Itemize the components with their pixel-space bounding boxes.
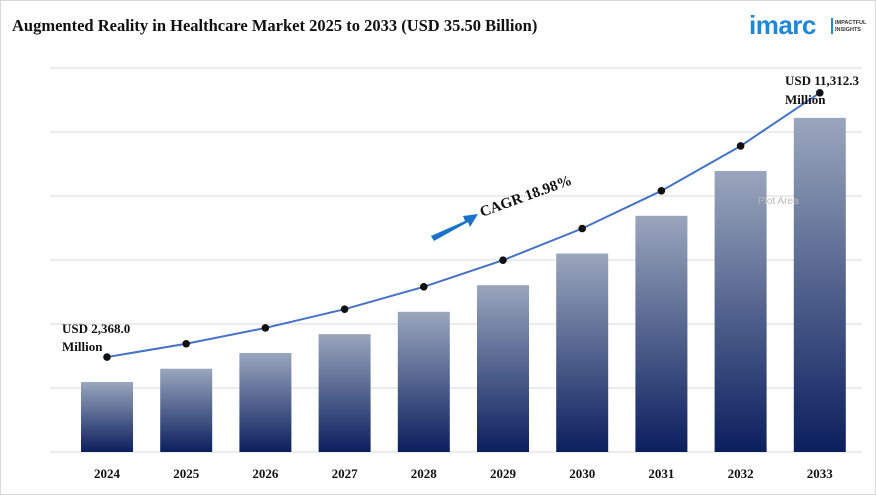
x-tick-label: 2031 bbox=[648, 466, 674, 481]
bar-2025 bbox=[160, 368, 213, 452]
bar-2031 bbox=[635, 215, 688, 452]
plot-area-hint: Plot Area bbox=[758, 196, 799, 207]
trend-marker-2033 bbox=[816, 89, 824, 97]
cagr-label: CAGR 18.98% bbox=[478, 173, 574, 221]
trend-marker-2026 bbox=[261, 324, 270, 332]
start-value-label-line1: USD 2,368.0 bbox=[62, 321, 130, 336]
logo-tagline-2: INSIGHTS bbox=[835, 26, 861, 33]
imarc-logo: imarc IMPACTFUL INSIGHTS bbox=[749, 6, 871, 42]
logo-divider bbox=[831, 18, 833, 34]
end-value-label-line2: Million bbox=[785, 92, 826, 107]
bar-2024 bbox=[81, 382, 133, 452]
bars bbox=[81, 117, 846, 453]
trend-marker-2032 bbox=[736, 142, 745, 150]
trend-polyline bbox=[106, 92, 821, 359]
trend-marker-2025 bbox=[182, 339, 190, 348]
x-tick-label: 2028 bbox=[411, 466, 438, 481]
bar-2033 bbox=[793, 117, 846, 453]
logo-tagline-1: IMPACTFUL bbox=[835, 20, 867, 26]
bar-2027 bbox=[318, 334, 371, 452]
x-tick-label: 2033 bbox=[807, 466, 834, 481]
end-value-label-line1: USD 11,312.3 bbox=[785, 73, 860, 88]
x-tick-label: 2032 bbox=[728, 466, 754, 481]
logo-wordmark: imarc bbox=[749, 10, 816, 40]
bar-2029 bbox=[477, 285, 529, 452]
chart-title: Augmented Reality in Healthcare Market 2… bbox=[12, 16, 538, 35]
bar-2032 bbox=[714, 170, 767, 452]
trend-marker-2024 bbox=[103, 353, 111, 361]
trend-line bbox=[103, 89, 824, 361]
trend-marker-2028 bbox=[420, 283, 428, 291]
x-tick-label: 2026 bbox=[252, 466, 279, 481]
trend-marker-2027 bbox=[340, 305, 349, 313]
x-tick-label: 2024 bbox=[94, 466, 121, 481]
cagr-arrow-icon bbox=[431, 214, 478, 241]
x-axis-ticks: 2024 2025 2026 2027 2028 2029 2030 2031 2032 2033 bbox=[94, 466, 833, 481]
start-value-label-line2: Million bbox=[62, 339, 103, 354]
x-tick-label: 2027 bbox=[332, 466, 359, 481]
logo-tagline: IMPACTFUL INSIGHTS bbox=[835, 20, 875, 33]
trend-marker-2031 bbox=[657, 187, 666, 195]
bar-2028 bbox=[397, 311, 450, 452]
trend-marker-2030 bbox=[578, 224, 586, 233]
x-tick-label: 2029 bbox=[490, 466, 517, 481]
x-tick-label: 2025 bbox=[173, 466, 200, 481]
bar-2026 bbox=[239, 352, 292, 452]
trend-marker-2029 bbox=[499, 256, 507, 264]
x-tick-label: 2030 bbox=[569, 466, 595, 481]
bar-2030 bbox=[556, 253, 609, 452]
